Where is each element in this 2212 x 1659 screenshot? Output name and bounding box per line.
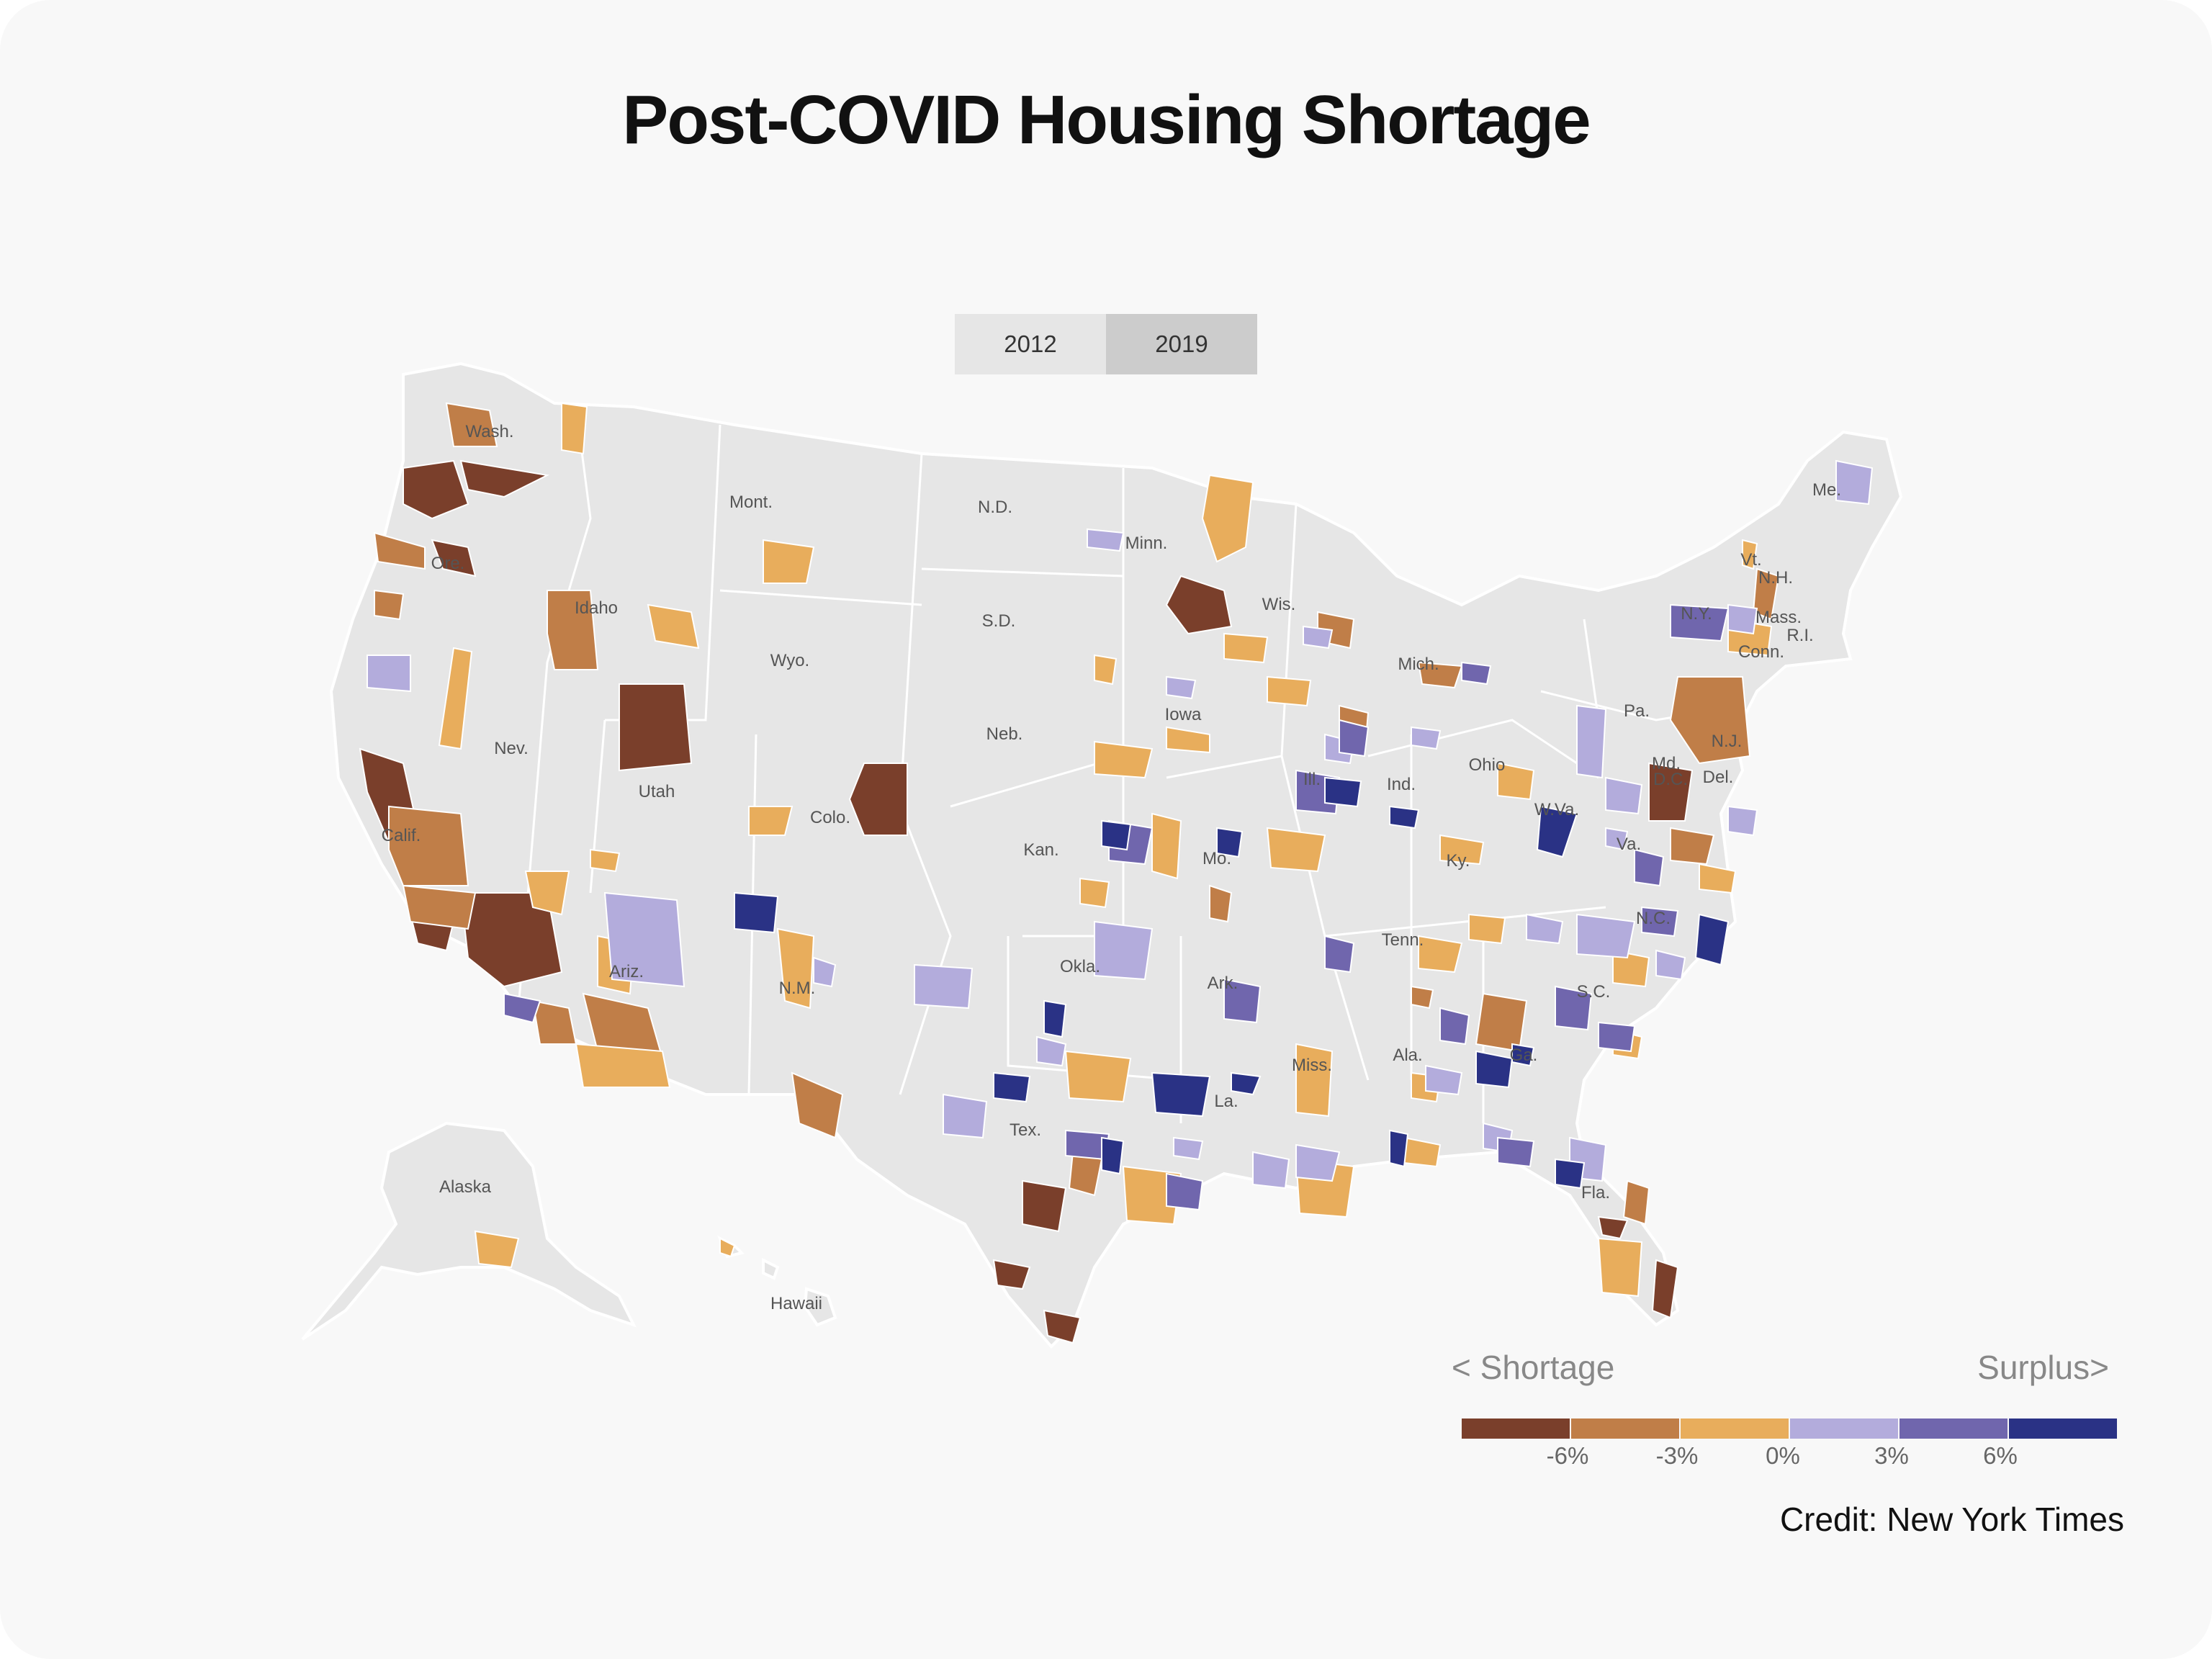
- state-label: Me.: [1812, 480, 1841, 500]
- state-label: R.I.: [1786, 626, 1813, 645]
- state-label: S.C.: [1577, 982, 1611, 1002]
- page-title: Post-COVID Housing Shortage: [622, 81, 1591, 158]
- metro-regions: [359, 402, 1874, 1344]
- state-label: Ga.: [1510, 1046, 1538, 1065]
- state-label: Ariz.: [609, 962, 644, 981]
- state-label: Mont.: [729, 493, 773, 512]
- state-label: Vt.: [1740, 550, 1761, 570]
- state-label: Tenn.: [1382, 930, 1424, 950]
- state-label: Conn.: [1738, 642, 1784, 662]
- state-label: Neb.: [986, 724, 1023, 744]
- state-label: Ala.: [1393, 1046, 1422, 1065]
- state-label: Mass.: [1755, 608, 1802, 627]
- state-label: Ore.: [431, 554, 465, 573]
- legend-tick: -6%: [1546, 1442, 1589, 1469]
- legend-swatch-5: [1899, 1419, 2008, 1439]
- state-label: Okla.: [1060, 957, 1100, 976]
- state-label: N.M.: [779, 979, 816, 998]
- state-label: Del.: [1703, 768, 1734, 787]
- state-label: Pa.: [1624, 701, 1650, 721]
- legend-tick: 3%: [1874, 1442, 1909, 1469]
- legend-tick: 6%: [1983, 1442, 2018, 1469]
- year-toggle: 2012 2019: [955, 314, 1257, 374]
- state-labels: Wash. Ore. Idaho Mont. N.D. Minn. Me. Vt.N.H. Ma…: [382, 422, 1841, 1313]
- state-label: N.D.: [978, 498, 1012, 517]
- state-label: Idaho: [575, 598, 618, 618]
- state-label: Md.: [1652, 754, 1681, 773]
- state-label: N.Y.: [1681, 604, 1712, 624]
- shortage-strong-regions: [359, 459, 1730, 1344]
- state-label: Tex.: [1010, 1120, 1041, 1140]
- state-label: Ark.: [1208, 974, 1238, 993]
- state-label: N.H.: [1758, 568, 1793, 588]
- state-label: Va.: [1617, 835, 1641, 854]
- legend-tick: 0%: [1766, 1442, 1800, 1469]
- state-label: Utah: [639, 782, 675, 801]
- state-label: La.: [1214, 1092, 1238, 1111]
- legend-color-scale: [1462, 1419, 2118, 1439]
- credit-line: Credit: New York Times: [1779, 1501, 2124, 1538]
- state-label: W.Va.: [1534, 800, 1579, 819]
- state-label: Ky.: [1447, 851, 1470, 871]
- year-button-2012[interactable]: 2012: [955, 314, 1106, 374]
- legend-swatch-3: [1681, 1419, 1789, 1439]
- state-label: Colo.: [810, 808, 850, 827]
- legend-shortage-caption: < Shortage: [1452, 1349, 1615, 1386]
- state-label: Mo.: [1202, 849, 1231, 868]
- year-button-2019[interactable]: 2019: [1106, 314, 1257, 374]
- state-label: Fla.: [1581, 1183, 1610, 1202]
- state-label: Nev.: [494, 739, 529, 758]
- legend-swatch-4: [1790, 1419, 1898, 1439]
- surplus-mild-regions: [367, 459, 1874, 1190]
- state-label: Alaska: [439, 1177, 492, 1197]
- state-label: Hawaii: [770, 1294, 822, 1313]
- land: [301, 361, 1903, 1349]
- state-label: Miss.: [1292, 1056, 1332, 1075]
- state-label: S.D.: [982, 611, 1016, 631]
- state-label: N.J.: [1712, 732, 1743, 751]
- legend-swatch-6: [2009, 1419, 2117, 1439]
- surplus-moderate-regions: [503, 603, 1730, 1211]
- state-label: Minn.: [1125, 534, 1168, 553]
- state-label: Kan.: [1023, 840, 1058, 860]
- state-label: Iowa: [1165, 705, 1202, 724]
- state-label: D.C.: [1653, 770, 1688, 789]
- surplus-strong-regions: [734, 776, 1730, 1190]
- legend-swatch-2: [1571, 1419, 1679, 1439]
- legend-swatch-1: [1462, 1419, 1570, 1439]
- legend-tick: -3%: [1655, 1442, 1699, 1469]
- alaska-land: [301, 1121, 637, 1341]
- state-label: Wyo.: [770, 651, 809, 670]
- state-label: Ohio: [1469, 755, 1506, 775]
- legend-surplus-caption: Surplus>: [1977, 1349, 2109, 1386]
- state-label: Calif.: [382, 826, 421, 845]
- state-label: N.C.: [1636, 909, 1671, 928]
- state-label: Wash.: [465, 422, 513, 441]
- state-label: Ill.: [1303, 770, 1321, 789]
- state-label: Mich.: [1398, 655, 1439, 674]
- state-label: Ind.: [1387, 775, 1416, 794]
- state-label: Wis.: [1262, 595, 1296, 614]
